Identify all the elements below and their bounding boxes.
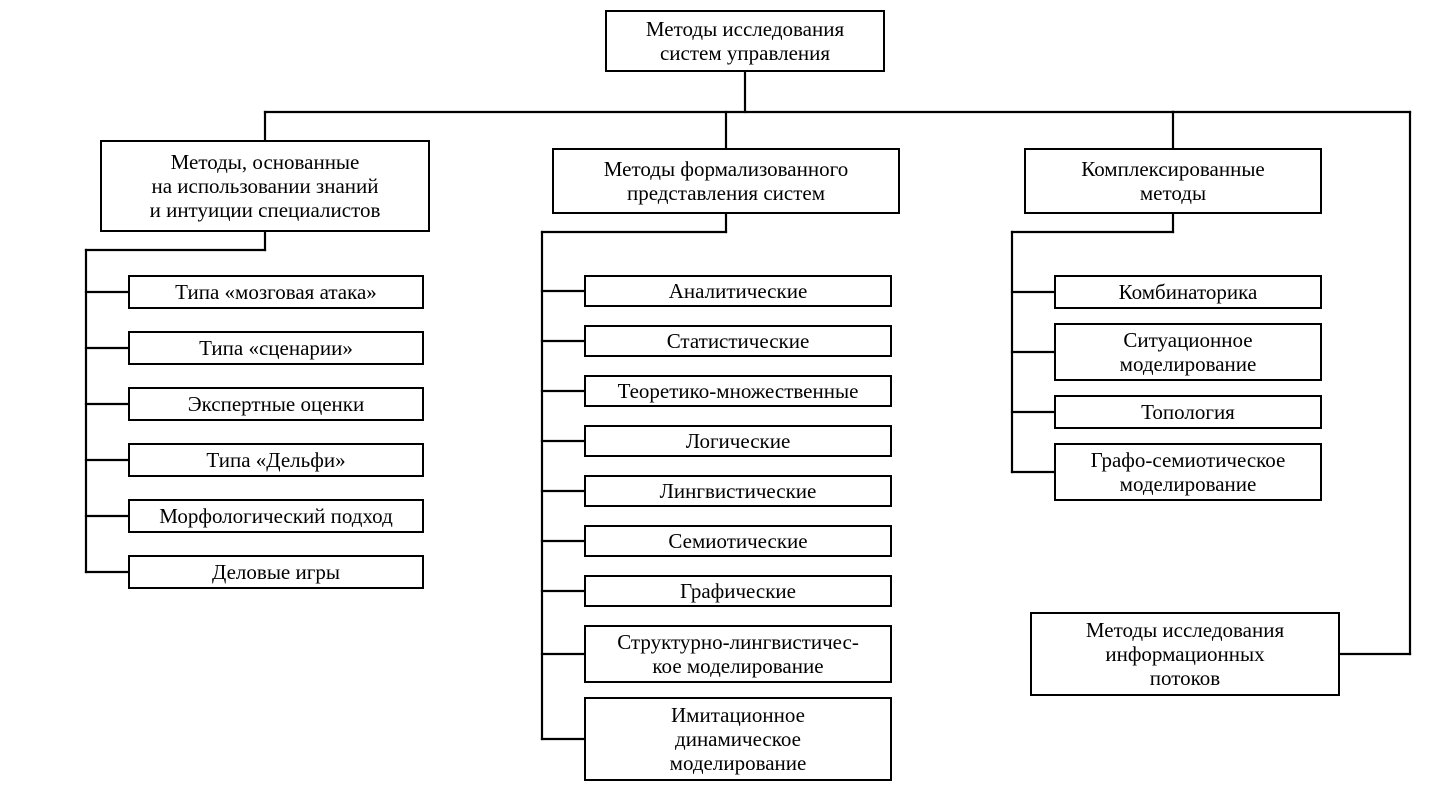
node-cat3: Комплексированные методы	[1024, 148, 1322, 214]
node-label-cat2: Методы формализованного представления си…	[604, 157, 848, 205]
node-c3: Топология	[1054, 395, 1322, 429]
node-a1: Типа «мозговая атака»	[128, 275, 424, 309]
diagram-stage: Методы исследования систем управления Мет…	[0, 0, 1445, 803]
node-b8: Структурно-лингвистичес- кое моделирован…	[584, 625, 892, 683]
node-label-a4: Типа «Дельфи»	[206, 448, 345, 472]
node-label-a2: Типа «сценарии»	[199, 336, 353, 360]
node-label-b9: Имитационное динамическое моделирование	[670, 703, 807, 775]
node-label-info: Методы исследования информационных поток…	[1086, 618, 1284, 690]
node-label-a5: Морфологический подход	[159, 504, 393, 528]
node-label-c4: Графо-семиотическое моделирование	[1091, 448, 1286, 496]
node-label-cat1: Методы, основанные на использовании знан…	[150, 150, 381, 222]
node-label-a1: Типа «мозговая атака»	[175, 280, 377, 304]
node-a5: Морфологический подход	[128, 499, 424, 533]
node-label-cat3: Комплексированные методы	[1081, 157, 1265, 205]
node-a4: Типа «Дельфи»	[128, 443, 424, 477]
node-b3: Теоретико-множественные	[584, 375, 892, 407]
node-c1: Комбинаторика	[1054, 275, 1322, 309]
node-label-c1: Комбинаторика	[1119, 280, 1258, 304]
node-b4: Логические	[584, 425, 892, 457]
node-label-b4: Логические	[686, 429, 791, 453]
node-a3: Экспертные оценки	[128, 387, 424, 421]
node-label-c2: Ситуационное моделирование	[1120, 328, 1257, 376]
node-a6: Деловые игры	[128, 555, 424, 589]
node-label-a3: Экспертные оценки	[188, 392, 364, 416]
node-label-b3: Теоретико-множественные	[618, 379, 859, 403]
node-info: Методы исследования информационных поток…	[1030, 612, 1340, 696]
node-label-b7: Графические	[680, 579, 796, 603]
node-b5: Лингвистические	[584, 475, 892, 507]
node-cat2: Методы формализованного представления си…	[552, 148, 900, 214]
node-root: Методы исследования систем управления	[605, 10, 885, 72]
node-b9: Имитационное динамическое моделирование	[584, 697, 892, 781]
node-label-root: Методы исследования систем управления	[646, 17, 844, 65]
node-label-b2: Статистические	[667, 329, 810, 353]
node-b7: Графические	[584, 575, 892, 607]
node-cat1: Методы, основанные на использовании знан…	[100, 140, 430, 232]
node-label-b5: Лингвистические	[660, 479, 817, 503]
node-label-a6: Деловые игры	[212, 560, 340, 584]
node-label-b6: Семиотические	[668, 529, 807, 553]
node-label-b8: Структурно-лингвистичес- кое моделирован…	[617, 630, 859, 678]
node-c4: Графо-семиотическое моделирование	[1054, 443, 1322, 501]
node-c2: Ситуационное моделирование	[1054, 323, 1322, 381]
node-label-b1: Аналитические	[669, 279, 808, 303]
node-b2: Статистические	[584, 325, 892, 357]
node-label-c3: Топология	[1141, 400, 1235, 424]
node-b1: Аналитические	[584, 275, 892, 307]
node-b6: Семиотические	[584, 525, 892, 557]
node-a2: Типа «сценарии»	[128, 331, 424, 365]
